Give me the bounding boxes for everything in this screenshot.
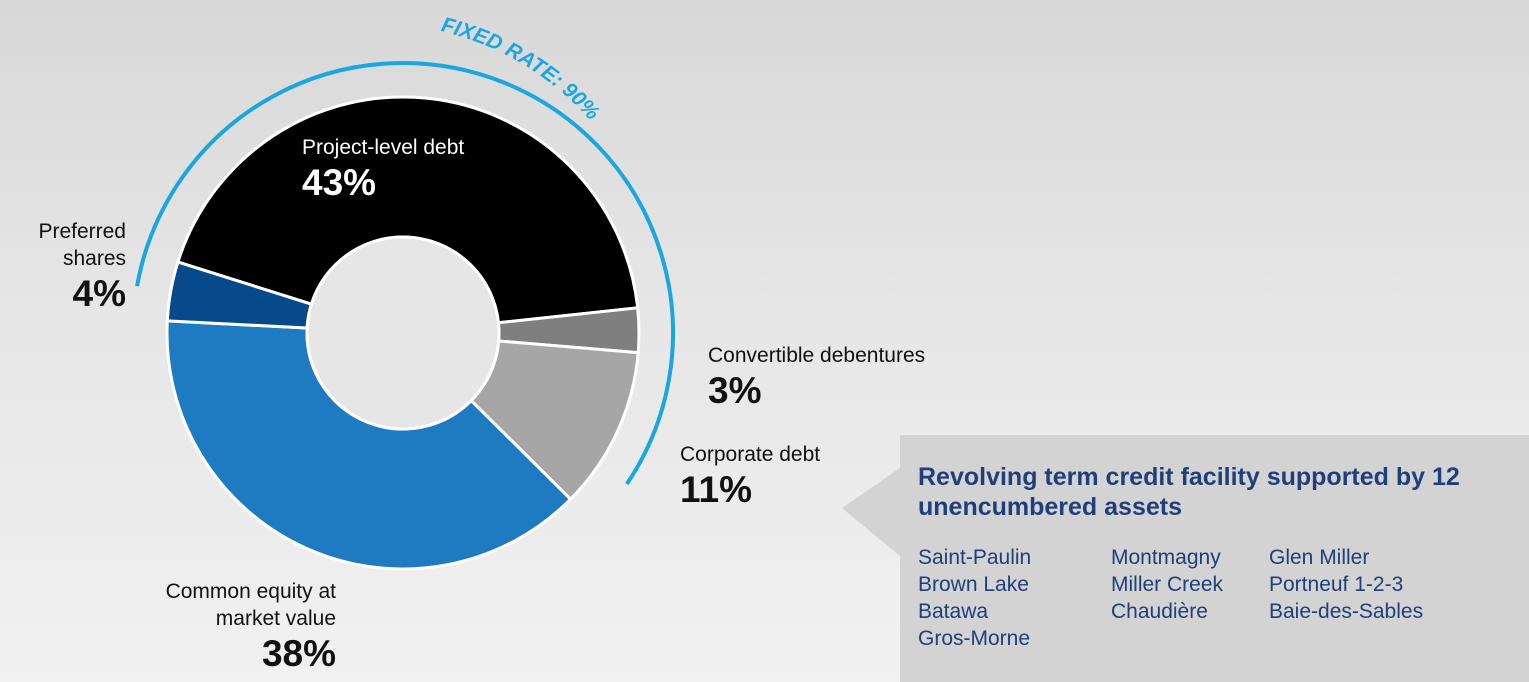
label-project-debt-name: Project-level debt bbox=[302, 136, 465, 159]
asset-item: Batawa bbox=[918, 600, 989, 623]
donut-slices bbox=[165, 95, 641, 571]
asset-item: Saint-Paulin bbox=[918, 546, 1032, 569]
label-preferred-name-1: Preferred bbox=[38, 220, 126, 243]
label-preferred-name-2: shares bbox=[62, 247, 126, 270]
donut-hole bbox=[305, 235, 501, 431]
asset-item: Gros-Morne bbox=[918, 627, 1031, 650]
label-project-debt: Project-level debt 43% bbox=[302, 134, 464, 205]
label-convertible-name: Convertible debentures bbox=[708, 344, 926, 367]
label-common-pct: 38% bbox=[261, 633, 336, 674]
label-common-equity: Common equity at market value 38% bbox=[100, 578, 336, 676]
label-preferred-pct: 4% bbox=[72, 273, 126, 314]
asset-list: Saint-Paulin Montmagny Glen Miller Brown La… bbox=[918, 544, 1509, 652]
label-preferred: Preferred shares 4% bbox=[0, 218, 126, 316]
asset-item: Chaudière bbox=[1111, 600, 1208, 623]
label-corporate-pct: 11% bbox=[680, 469, 753, 510]
label-convertible-pct: 3% bbox=[708, 370, 762, 411]
asset-item: Glen Miller bbox=[1269, 546, 1370, 569]
label-common-name-2: market value bbox=[215, 607, 336, 630]
label-corporate-name: Corporate debt bbox=[680, 443, 821, 466]
asset-item: Portneuf 1-2-3 bbox=[1269, 573, 1404, 596]
label-convertible: Convertible debentures 3% bbox=[708, 342, 925, 413]
callout-shape bbox=[842, 435, 1529, 682]
asset-item: Montmagny bbox=[1111, 546, 1221, 569]
label-common-name-1: Common equity at bbox=[165, 580, 336, 603]
callout-title: Revolving term credit facility supported… bbox=[918, 463, 1460, 521]
asset-item: Baie-des-Sables bbox=[1269, 600, 1424, 623]
fixed-rate-arc bbox=[135, 61, 675, 486]
asset-item: Miller Creek bbox=[1111, 573, 1224, 596]
label-corporate: Corporate debt 11% bbox=[680, 441, 820, 512]
asset-item: Brown Lake bbox=[918, 573, 1029, 596]
label-project-debt-pct: 43% bbox=[302, 162, 377, 203]
